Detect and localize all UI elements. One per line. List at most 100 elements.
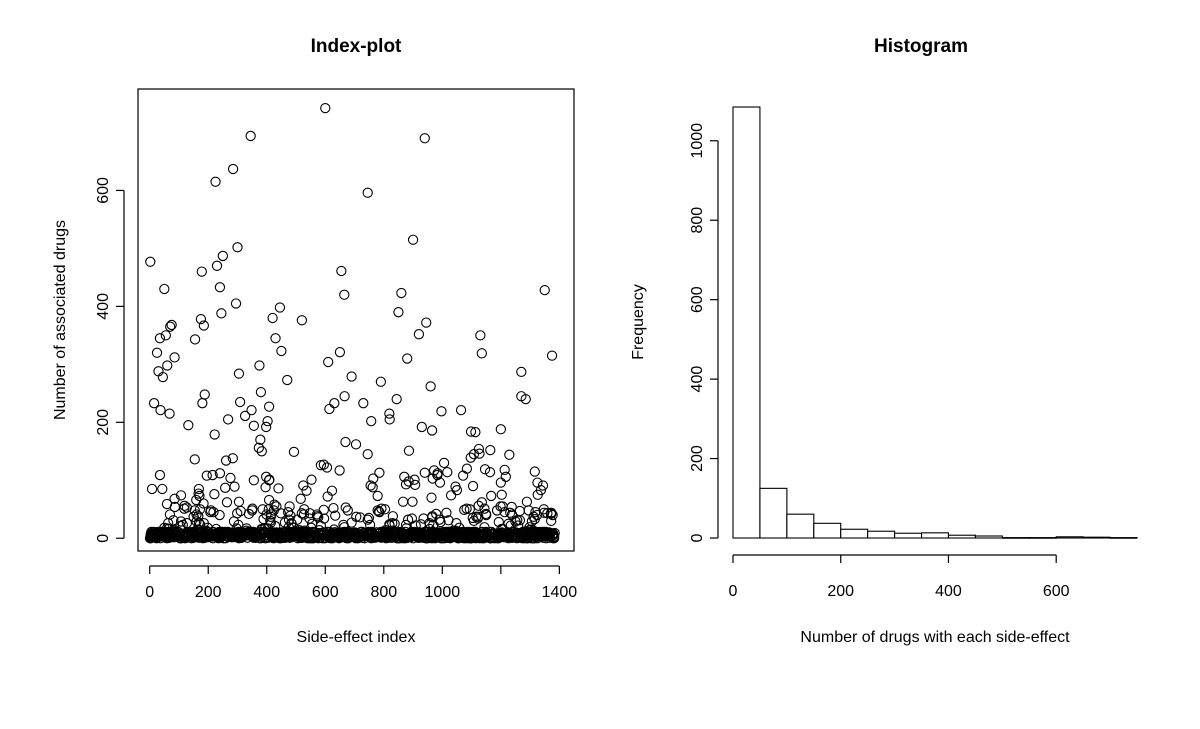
scatter-point [210,176,221,187]
index-plot-x-axis: 0 200 400 600 800 1000 1400 [145,565,577,601]
scatter-point [257,504,268,515]
scatter-point [532,477,543,488]
scatter-point [347,529,358,540]
scatter-point [407,496,418,507]
scatter-point [166,319,177,331]
scatter-point [199,389,210,400]
scatter-point [270,531,281,542]
histogram-bar [894,532,923,539]
scatter-point [320,102,331,114]
scatter-point [528,511,539,522]
scatter-point [539,284,550,296]
scatter-point [376,503,387,514]
scatter-point [284,501,295,512]
scatter-point [412,529,423,540]
scatter-point [189,334,201,345]
scatter-point [234,396,246,408]
histogram-bar [1109,537,1138,539]
scatter-point [318,530,329,541]
scatter-point [467,480,479,492]
scatter-point [261,471,272,482]
scatter-point [197,398,208,409]
scatter-point [265,517,276,528]
scatter-point [444,531,455,543]
scatter-point [213,528,225,539]
scatter-point [221,497,233,508]
scatter-point [504,449,515,460]
scatter-point [267,312,278,324]
histogram-y-tick-label: 1000 [689,123,706,159]
scatter-point [154,333,166,344]
scatter-point [346,371,357,382]
scatter-point [323,356,334,368]
scatter-point [157,483,168,495]
scatter-point [282,374,293,386]
scatter-point [479,503,490,514]
scatter-point [362,449,373,460]
scatter-point [397,496,409,507]
scatter-point [428,519,439,531]
scatter-point [493,516,504,528]
scatter-point [397,533,409,544]
scatter-point [419,467,430,478]
scatter-point [198,320,209,331]
scatter-point [481,509,492,521]
scatter-point [270,333,281,344]
scatter-point [523,505,534,516]
scatter-point [256,446,267,457]
scatter-point [169,501,181,513]
scatter-point [145,256,156,267]
scatter-point [348,527,359,539]
scatter-point [245,529,256,540]
scatter-point [485,444,496,456]
scatter-point [402,353,413,364]
scatter-point [162,360,173,371]
scatter-point [256,524,268,535]
scatter-point [421,317,432,328]
scatter-point [194,504,206,515]
scatter-point [191,509,202,520]
scatter-point [246,505,258,516]
scatter-point [520,393,531,405]
histogram-x-tick-label: 600 [1043,583,1070,600]
scatter-point [164,408,175,419]
histogram-title: Histogram [874,36,968,57]
scatter-point [342,505,353,516]
scatter-point [505,507,516,518]
scatter-point [189,454,200,465]
scatter-point [196,266,207,277]
histogram-bar [1055,536,1084,539]
scatter-point [537,480,549,491]
scatter-point [263,504,274,515]
scatter-point [384,408,395,419]
scatter-point [211,260,223,271]
scatter-point [154,469,166,481]
scatter-point [197,533,209,544]
scatter-point [512,515,523,526]
scatter-point [521,496,533,507]
scatter-point [461,463,473,474]
scatter-point [475,330,486,341]
index-plot-x-tick-label: 0 [145,584,154,601]
scatter-point [470,427,481,438]
scatter-point [358,398,369,409]
index-plot-x-tick-label: 400 [253,584,280,601]
scatter-point [402,514,414,525]
scatter-point [530,507,541,518]
scatter-point [339,391,350,402]
scatter-point [495,424,506,435]
scatter-point [214,468,226,479]
scatter-point [183,420,194,431]
scatter-point [235,505,246,517]
scatter-point [295,493,306,504]
scatter-point [307,533,318,544]
scatter-point [362,187,373,198]
scatter-point [188,511,199,522]
histogram-y-label: Frequency [630,284,647,360]
scatter-point [193,511,204,522]
scatter-point [496,489,507,500]
scatter-point [366,528,378,539]
scatter-point [209,429,220,440]
scatter-point [260,482,271,493]
scatter-point [547,509,558,521]
